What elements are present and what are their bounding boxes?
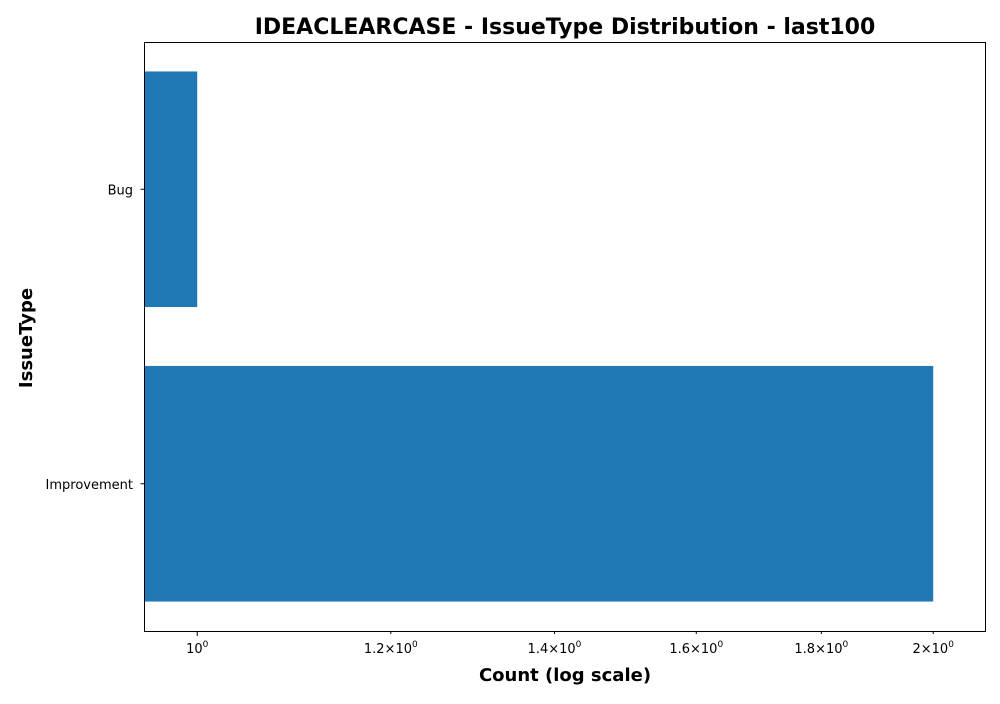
x-axis-label: Count (log scale) <box>479 665 651 686</box>
y-tick-label: Improvement <box>46 478 133 493</box>
x-tick-label: 1.4×100 <box>528 640 582 657</box>
x-tick-label: 2×100 <box>912 640 954 657</box>
y-axis-ticks: Bug Improvement <box>46 183 145 493</box>
x-axis-ticks: 100 1.2×100 1.4×100 1.6×100 1.8×100 2×100 <box>186 631 954 657</box>
x-tick-label: 1.2×100 <box>364 640 418 657</box>
chart-title: IDEACLEARCASE - IssueType Distribution -… <box>255 15 876 40</box>
bar-bug <box>145 71 198 308</box>
x-tick-label: 1.6×100 <box>669 640 723 657</box>
plot-frame <box>144 42 986 632</box>
y-tick-label: Bug <box>108 183 133 198</box>
x-tick-label: 100 <box>186 640 209 657</box>
bars-layer <box>145 71 934 602</box>
x-tick-label: 1.8×100 <box>794 640 848 657</box>
bar-improvement <box>145 365 934 602</box>
y-axis-label: IssueType <box>16 288 37 388</box>
